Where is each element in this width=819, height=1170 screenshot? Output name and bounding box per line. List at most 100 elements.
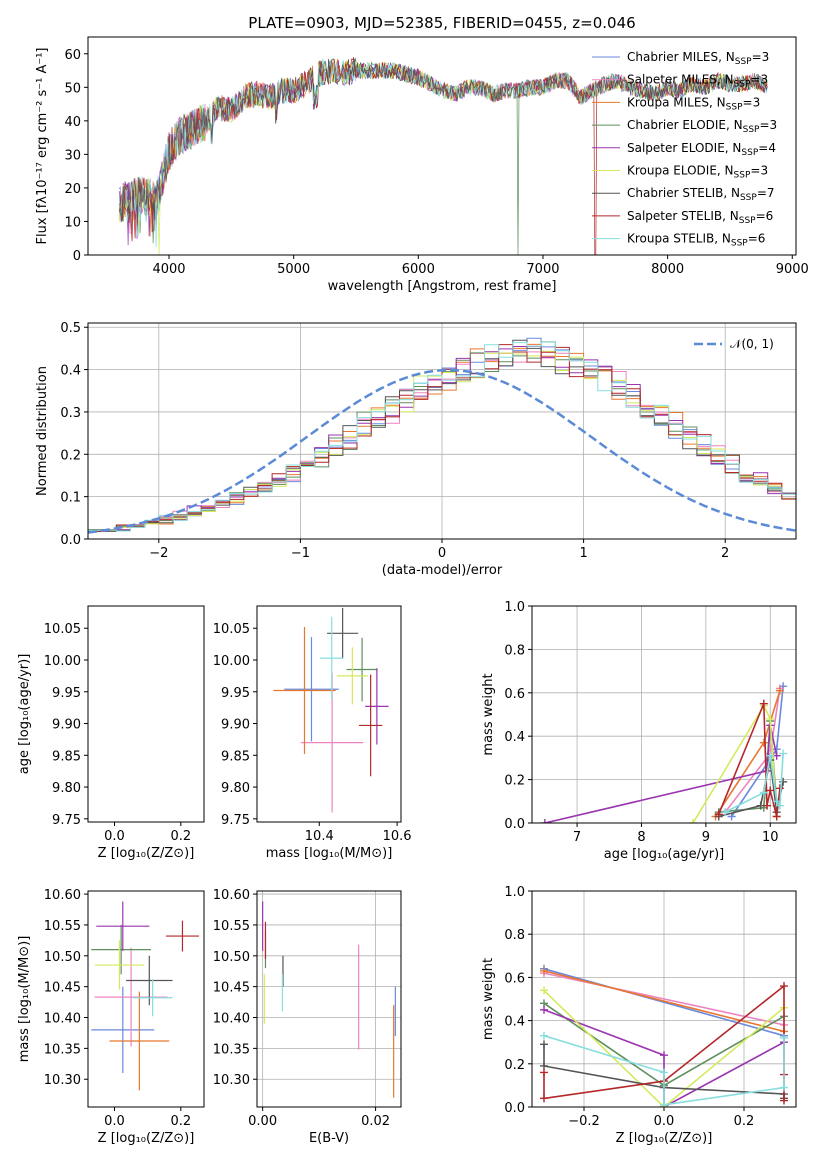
y-tick-label: 9.95: [221, 686, 250, 701]
weight-marker: [766, 751, 775, 760]
y-tick-label: 10.35: [213, 1042, 250, 1057]
error-bar-point: [88, 647, 134, 704]
plot-frame: [531, 605, 797, 824]
x-tick-label: 7: [573, 830, 581, 845]
weight-line: [543, 970, 785, 1033]
y-tick-label: 10.05: [213, 622, 250, 637]
x-tick-label: 10.6: [383, 829, 412, 844]
axes-2: [84, 627, 182, 826]
x-tick-label: 7000: [526, 262, 559, 277]
error-bar-point: [85, 627, 165, 754]
histogram-step: [88, 343, 796, 532]
weight-line: [543, 968, 785, 1037]
plot-frame: [87, 890, 205, 1108]
legend-label: Salpeter STELIB, NSSP=6: [627, 209, 773, 226]
y-tick-label: 0.8: [504, 643, 525, 658]
y-tick-label: 20: [64, 182, 81, 197]
y-axis-label: mass weight: [481, 958, 496, 1040]
normal-reference-curve: [88, 368, 796, 534]
x-tick-label: 10.4: [305, 829, 334, 844]
x-tick-label: 9: [702, 830, 710, 845]
histogram-step: [88, 351, 796, 531]
y-tick-label: 9.85: [221, 749, 250, 764]
weight-marker: [780, 1033, 788, 1042]
plot-frame: [531, 890, 797, 1108]
error-bar-point: [91, 986, 155, 1074]
histogram-step: [88, 344, 796, 532]
weight-marker: [766, 786, 775, 795]
x-tick-label: 0.0: [104, 829, 125, 844]
plot-frame: [256, 890, 402, 1108]
x-tick-label: 0.2: [170, 1114, 191, 1129]
y-tick-label: 0.4: [504, 1015, 525, 1030]
axes-4: [528, 605, 796, 827]
legend-label: Kroupa MILES, NSSP=3: [627, 95, 760, 112]
y-tick-label: 9.75: [221, 813, 250, 828]
x-tick-label: −0.2: [568, 1114, 600, 1129]
axes-6: [253, 891, 401, 1111]
x-tick-label: 6000: [402, 262, 435, 277]
y-tick-label: 10: [64, 215, 81, 230]
x-tick-label: 2: [721, 546, 729, 561]
y-tick-label: 0.8: [504, 928, 525, 943]
x-tick-label: 0.0: [654, 1114, 675, 1129]
y-tick-label: 1.0: [504, 885, 525, 900]
weight-marker: [759, 788, 768, 797]
weight-marker: [780, 1083, 788, 1092]
weight-marker: [540, 1094, 548, 1103]
y-tick-label: 0.0: [504, 1101, 525, 1116]
legend-label: Chabrier STELIB, NSSP=7: [627, 186, 775, 203]
histogram-step: [88, 341, 796, 532]
weight-marker: [779, 749, 788, 758]
weight-marker: [759, 699, 768, 708]
x-tick-label: 8000: [651, 262, 684, 277]
x-axis-label: age [log₁₀(age/yr)]: [604, 847, 725, 862]
error-bar-point: [346, 637, 378, 702]
legend-label: Kroupa STELIB, NSSP=6: [627, 232, 765, 249]
y-tick-label: 0.2: [504, 1058, 525, 1073]
y-tick-label: 10.45: [213, 981, 250, 996]
weight-marker: [540, 819, 549, 823]
weight-marker: [759, 738, 768, 747]
plot-frame: [87, 605, 205, 823]
axes-5: [84, 893, 182, 1111]
weight-marker: [772, 812, 781, 821]
error-bar-point: [336, 647, 368, 705]
x-tick-label: 1: [579, 546, 587, 561]
x-tick-label: 0: [438, 546, 446, 561]
weight-line: [692, 704, 778, 823]
histogram-step: [88, 345, 796, 532]
y-tick-label: 10.35: [44, 1042, 81, 1057]
error-bar-point: [100, 637, 146, 741]
y-axis-label: age [log₁₀(age/yr)]: [17, 654, 32, 775]
x-tick-label: 0.00: [248, 1114, 277, 1129]
histogram-step: [88, 341, 796, 532]
weight-line: [724, 753, 784, 813]
y-tick-label: 0.0: [60, 533, 81, 548]
y-tick-label: 0.4: [60, 364, 81, 379]
error-bar-point: [273, 626, 336, 755]
x-tick-label: 0.2: [734, 1114, 755, 1129]
y-tick-label: 10.50: [213, 950, 250, 965]
weight-line: [544, 725, 778, 823]
y-axis-label: mass weight: [481, 673, 496, 755]
x-axis-label: E(B-V): [309, 1131, 349, 1146]
x-tick-label: 8: [637, 830, 645, 845]
weight-marker: [775, 784, 784, 793]
x-axis-label: Z [log₁₀(Z/Z⊙)]: [98, 846, 195, 861]
chart-title: PLATE=0903, MJD=52385, FIBERID=0455, z=0…: [248, 14, 635, 32]
y-tick-label: 9.80: [52, 781, 81, 796]
x-tick-label: −1: [291, 546, 310, 561]
error-bar-point: [358, 674, 383, 777]
y-axis-label: Flux [fλ10⁻¹⁷ erg cm⁻² s⁻¹ A⁻¹]: [35, 48, 50, 245]
legend-label: Kroupa ELODIE, NSSP=3: [627, 164, 768, 181]
y-tick-label: 0.6: [504, 687, 525, 702]
weight-marker: [714, 810, 723, 819]
y-tick-label: 10.60: [213, 888, 250, 903]
weight-marker: [660, 1100, 668, 1107]
y-tick-label: 9.90: [52, 718, 81, 733]
weight-marker: [688, 819, 697, 823]
plot-frame: [87, 36, 797, 256]
weight-marker: [540, 1005, 548, 1014]
